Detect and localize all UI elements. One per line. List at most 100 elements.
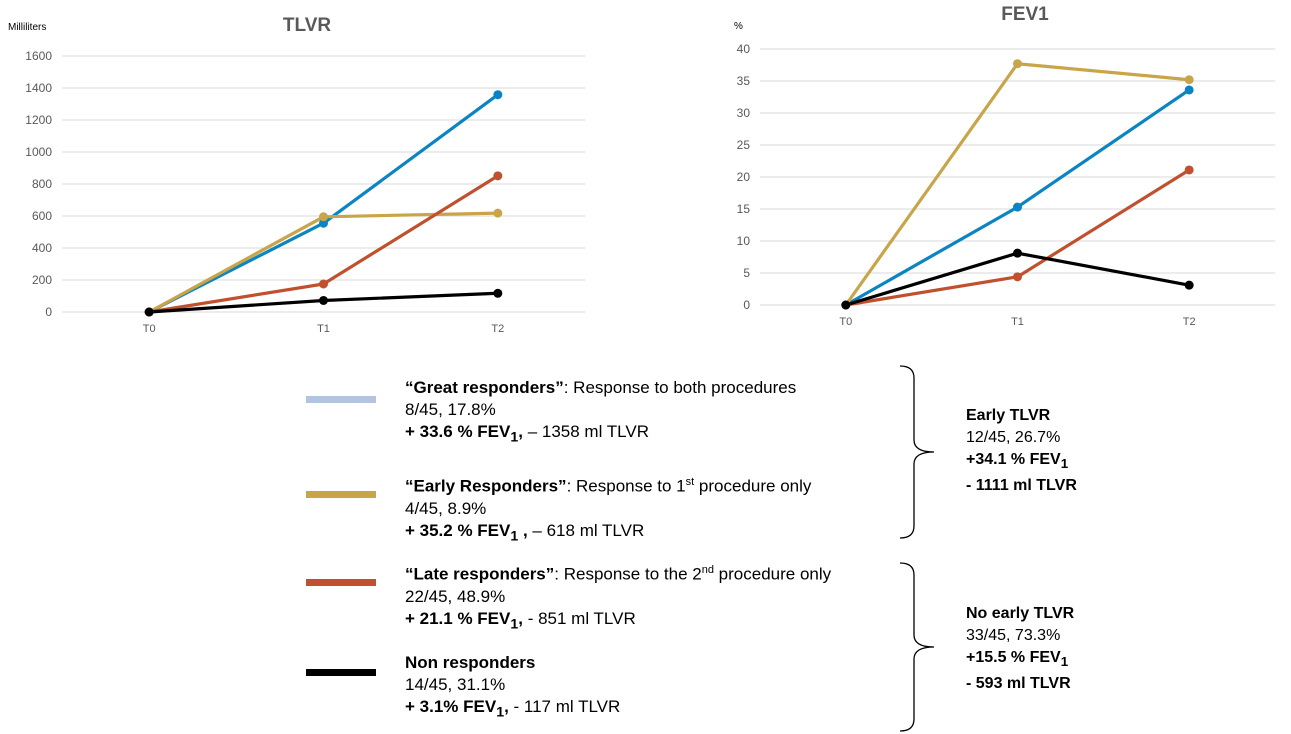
data-point (841, 300, 851, 310)
data-point (1184, 280, 1194, 290)
x-tick-label: T0 (839, 316, 852, 328)
y-tick-label: 0 (45, 305, 52, 319)
legend-desc: : Response to both procedures (563, 378, 797, 397)
legend-desc-sup: nd (701, 564, 714, 576)
legend-swatch-late-responders (306, 579, 376, 586)
y-tick-label: 200 (32, 273, 52, 287)
group-early-tlvr: Early TLVR 12/45, 26.7% +34.1 % FEV1 - 1… (966, 405, 1077, 497)
data-point (493, 208, 503, 218)
y-tick-label: 35 (737, 74, 751, 88)
group-title: No early TLVR (966, 605, 1075, 622)
legend-item-great-responders: “Great responders”: Response to both pro… (405, 377, 796, 448)
legend-desc: : Response to the 2 (554, 564, 702, 584)
legend-fev: + 33.6 % FEV (405, 422, 511, 441)
legend-count: 4/45, 8.9% (405, 498, 487, 518)
legend-fev: + 35.2 % FEV (405, 520, 511, 540)
chart-title: TLVR (283, 15, 331, 36)
data-point (144, 307, 154, 317)
x-tick-label: T2 (491, 323, 504, 335)
legend-fev: + 3.1% FEV (405, 697, 497, 716)
series-line (844, 62, 1190, 306)
series-line (845, 168, 1191, 307)
chart-title: FEV1 (1001, 4, 1049, 25)
y-tick-label: 15 (737, 202, 751, 216)
data-point (493, 90, 503, 100)
y-tick-label: 5 (743, 266, 750, 280)
y-tick-label: 400 (32, 241, 52, 255)
data-point (319, 279, 328, 289)
legend-desc-end: procedure only (694, 476, 812, 496)
group-tlvr: - 1111 ml TLVR (966, 477, 1077, 495)
legend-fev-sub: 1 (510, 429, 519, 446)
group-count: 12/45, 26.7% (966, 429, 1061, 446)
y-tick-label: 1600 (25, 49, 52, 63)
data-point (1184, 75, 1194, 85)
y-tick-label: 25 (737, 138, 751, 152)
legend-tlvr: - 851 ml TLVR (522, 608, 636, 628)
y-tick-label: 10 (737, 234, 751, 248)
legend-fev-sub: 1 (510, 616, 519, 633)
legend-fev-sub: 1 (510, 528, 519, 545)
y-tick-label: 30 (737, 106, 751, 120)
legend-title: “Late responders” (405, 564, 555, 584)
y-tick-label: 0 (743, 298, 750, 312)
brace-no-early-tlvr (899, 562, 935, 732)
data-point (1184, 165, 1194, 175)
data-point (493, 288, 503, 298)
group-count: 33/45, 73.3% (966, 627, 1061, 644)
legend-title: “Great responders” (405, 378, 564, 397)
legend-item-non-responders: Non responders 14/45, 31.1% + 3.1% FEV1,… (405, 652, 620, 723)
legend-desc-end: procedure only (713, 564, 832, 584)
group-fev-sub: 1 (1060, 654, 1069, 670)
data-point (319, 212, 328, 222)
series-line (148, 174, 499, 314)
legend-fev: + 21.1 % FEV (405, 608, 511, 628)
legend-tlvr: – 1358 ml TLVR (522, 422, 649, 441)
legend-fev-sep: , (518, 520, 528, 540)
data-point (1013, 272, 1022, 282)
legend-fev-sep: , (504, 697, 509, 716)
legend-title: “Early Responders” (405, 476, 567, 496)
group-fev: +34.1 % FEV (966, 451, 1061, 468)
group-tlvr: - 593 ml TLVR (966, 675, 1071, 693)
data-point (1184, 85, 1194, 95)
data-point (319, 218, 328, 228)
y-tick-label: 800 (32, 177, 52, 191)
data-point (1013, 202, 1022, 212)
data-point (493, 171, 503, 181)
legend-fev-sep: , (518, 608, 523, 628)
legend-fev-sub: 1 (496, 704, 505, 721)
legend-count: 8/45, 17.8% (405, 400, 496, 419)
legend-title: Non responders (405, 653, 536, 672)
legend-item-late-responders: “Late responders”: Response to the 2nd p… (405, 559, 831, 635)
legend-fev-sep: , (518, 422, 523, 441)
fev1-line-chart: FEV1 % 0 5 10 15 20 25 30 35 40 T0 T1 T2 (734, 4, 1275, 328)
y-tick-label: 20 (737, 170, 751, 184)
legend-count: 22/45, 48.9% (405, 586, 506, 606)
x-tick-label: T1 (317, 323, 330, 335)
legend-count: 14/45, 31.1% (405, 675, 506, 694)
y-tick-label: 40 (737, 42, 751, 56)
group-fev-sub: 1 (1060, 456, 1069, 472)
legend-swatch-great-responders (306, 396, 376, 403)
legend-item-early-responders: “Early Responders”: Response to 1st proc… (405, 471, 811, 547)
x-tick-label: T2 (1183, 316, 1196, 328)
brace-early-tlvr (899, 365, 935, 539)
legend-tlvr: - 117 ml TLVR (508, 697, 621, 716)
group-fev: +15.5 % FEV (966, 649, 1061, 666)
x-tick-label: T0 (143, 323, 156, 335)
data-point (1013, 248, 1022, 258)
data-point (319, 295, 328, 305)
y-tick-label: 1400 (25, 81, 52, 95)
y-tick-label: 1000 (25, 145, 52, 159)
tlvr-line-chart: TLVR Milliliters 0 200 400 600 800 1000 1200 14… (8, 15, 585, 335)
legend-tlvr: – 618 ml TLVR (527, 520, 645, 540)
legend-desc-sup: st (685, 476, 695, 488)
legend-swatch-early-responders (306, 491, 376, 498)
y-tick-label: 600 (32, 209, 52, 223)
data-point (1013, 59, 1022, 69)
legend-desc: : Response to 1 (566, 476, 686, 496)
group-no-early-tlvr: No early TLVR 33/45, 73.3% +15.5 % FEV1 … (966, 603, 1074, 695)
series-line (148, 93, 499, 314)
y-tick-label: 1200 (25, 113, 52, 127)
